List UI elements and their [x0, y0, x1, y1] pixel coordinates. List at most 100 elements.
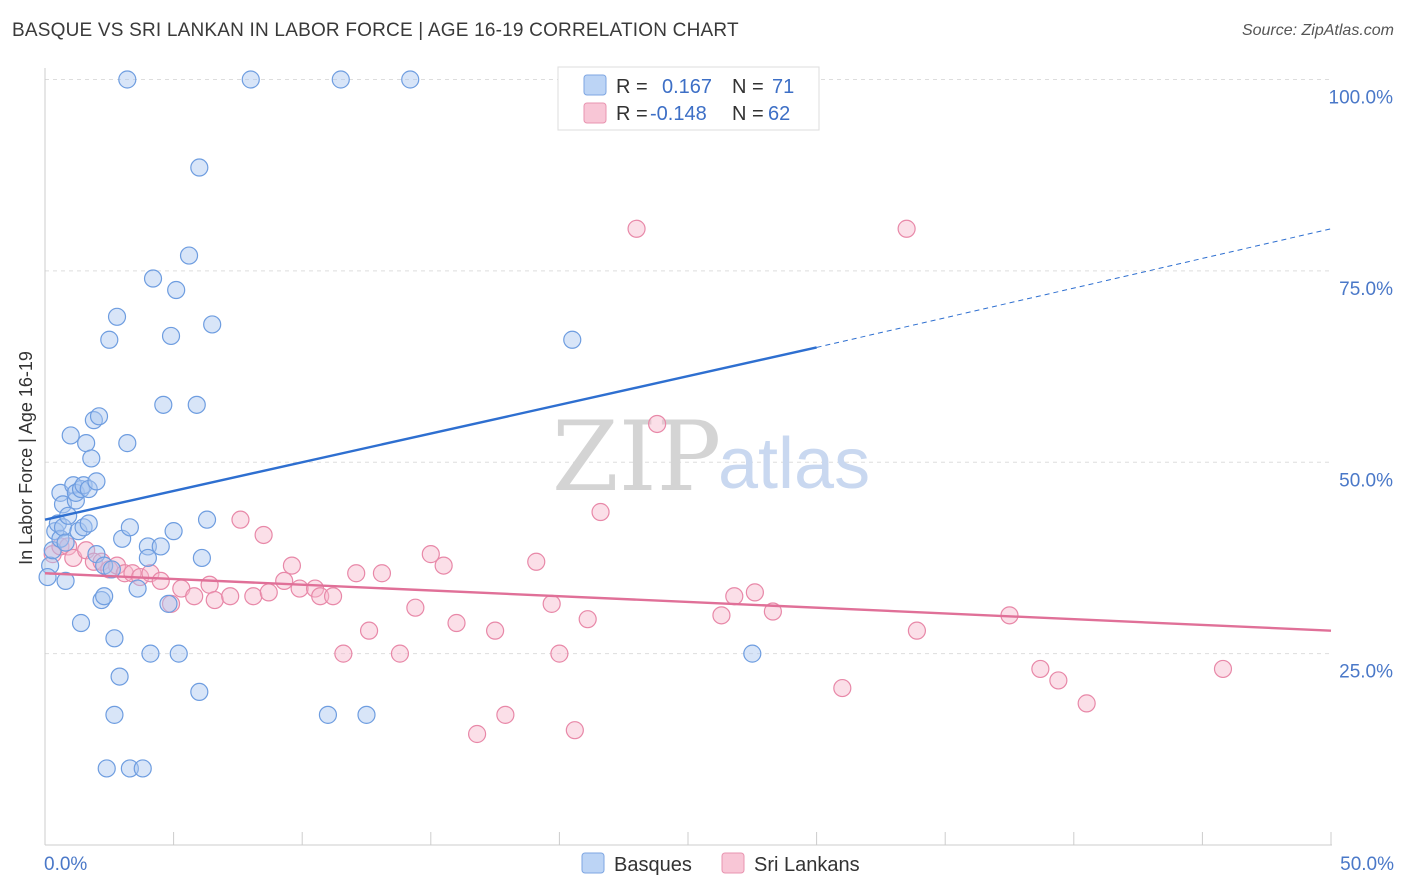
srilankan-point [259, 583, 278, 602]
legend-n-label-1: N = [732, 76, 764, 98]
srilankan-point [231, 510, 250, 529]
legend: R = 0.167 N = 71 R = -0.148 N = 62 [557, 66, 820, 131]
x-tick-label: 50.0% [1340, 854, 1394, 875]
bottom-legend: Basques Sri Lankans [581, 852, 860, 876]
series-srilankans [43, 219, 1233, 744]
y-tick-label: 50.0% [1339, 470, 1393, 491]
basque-point [110, 667, 129, 686]
basque-point [197, 510, 217, 529]
basque-point [38, 567, 57, 587]
basque-trend-line [44, 346, 817, 521]
series-basques [38, 70, 762, 778]
basque-point [743, 644, 762, 663]
basque-point [107, 307, 127, 326]
srilankan-point [712, 606, 731, 625]
basque-point [87, 472, 106, 491]
srilankan-point [43, 545, 62, 564]
basque-point [79, 514, 98, 533]
srilankan-point [282, 556, 302, 575]
srilankan-point [542, 594, 561, 613]
watermark-atlas: atlas [718, 424, 870, 504]
srilankan-point [550, 644, 569, 663]
basque-point [190, 682, 209, 702]
srilankan-point [627, 219, 646, 238]
bottom-legend-basques: Basques [614, 854, 692, 876]
basque-point [82, 449, 101, 468]
srilankan-point [907, 621, 927, 640]
axes-layer [44, 68, 1332, 846]
srilankan-point [244, 587, 263, 606]
basque-point [120, 759, 139, 778]
srilankan-point [578, 610, 597, 629]
legend-r-value-2: -0.148 [650, 103, 707, 125]
srilankan-point [390, 644, 410, 663]
basque-point [143, 269, 163, 288]
basque-point [71, 613, 91, 633]
srilankan-point [185, 587, 204, 606]
basque-point [56, 571, 75, 591]
srilankan-point [467, 724, 487, 744]
srilankan-point [221, 587, 240, 606]
bottom-legend-swatch-basques [581, 852, 605, 874]
basque-point [203, 315, 222, 334]
srilankan-point [486, 621, 505, 640]
srilankan-point [421, 545, 440, 564]
y-axis-label: In Labor Force | Age 16-19 [16, 351, 36, 565]
basque-point [105, 705, 124, 724]
basque-point [79, 479, 98, 499]
basque-point [192, 548, 211, 568]
srilankan-point [1077, 694, 1096, 713]
bottom-legend-swatch-srilankans [721, 852, 745, 874]
legend-n-value-1: 71 [772, 76, 794, 98]
basque-point [563, 330, 582, 349]
srilankan-point [406, 598, 425, 617]
srilankan-point [311, 587, 330, 606]
srilankan-point [897, 219, 916, 238]
srilankan-point [200, 575, 219, 594]
basque-point [187, 395, 206, 414]
basque-point [141, 644, 160, 663]
legend-swatch-srilankans [583, 102, 607, 124]
srilankan-point [1049, 671, 1068, 690]
legend-r-value-1: 0.167 [662, 76, 712, 98]
basque-point [100, 330, 119, 349]
basque-point [102, 560, 121, 579]
y-tick-label: 75.0% [1339, 279, 1393, 300]
basque-point [61, 426, 80, 445]
basque-point [89, 407, 109, 426]
srilankan-point [565, 721, 584, 740]
basque-point [169, 644, 188, 663]
bottom-legend-srilankans: Sri Lankans [754, 854, 860, 876]
watermark-zip: ZIP [552, 401, 721, 513]
srilankan-point [1213, 659, 1233, 679]
basque-point [179, 246, 199, 265]
basque-point [331, 70, 350, 89]
srilankan-point [725, 587, 744, 606]
source-label: Source: ZipAtlas.com [1241, 22, 1394, 39]
basque-point [159, 594, 178, 613]
basque-point [133, 759, 152, 778]
srilankan-point [1031, 659, 1050, 679]
srilankan-point [275, 571, 294, 591]
basque-point [77, 434, 96, 453]
srilankan-point [763, 602, 782, 621]
basque-point [164, 522, 183, 541]
srilankan-trend-line [44, 572, 1332, 632]
legend-n-label-2: N = [732, 103, 764, 125]
legend-r-label-2: R = [616, 103, 648, 125]
srilankan-point [334, 644, 353, 663]
srilankan-point [447, 613, 466, 633]
srilankan-point [745, 583, 764, 602]
basque-point [190, 158, 209, 177]
srilankan-point [372, 564, 392, 583]
y-tick-label: 25.0% [1339, 662, 1393, 683]
legend-r-label-1: R = [616, 76, 648, 98]
srilankan-point [359, 621, 379, 640]
y-tick-label: 100.0% [1329, 88, 1394, 109]
basque-point [56, 533, 75, 552]
basque-point [118, 434, 137, 453]
srilankan-point [434, 556, 453, 575]
basque-point [154, 395, 173, 414]
basque-point [128, 579, 147, 598]
